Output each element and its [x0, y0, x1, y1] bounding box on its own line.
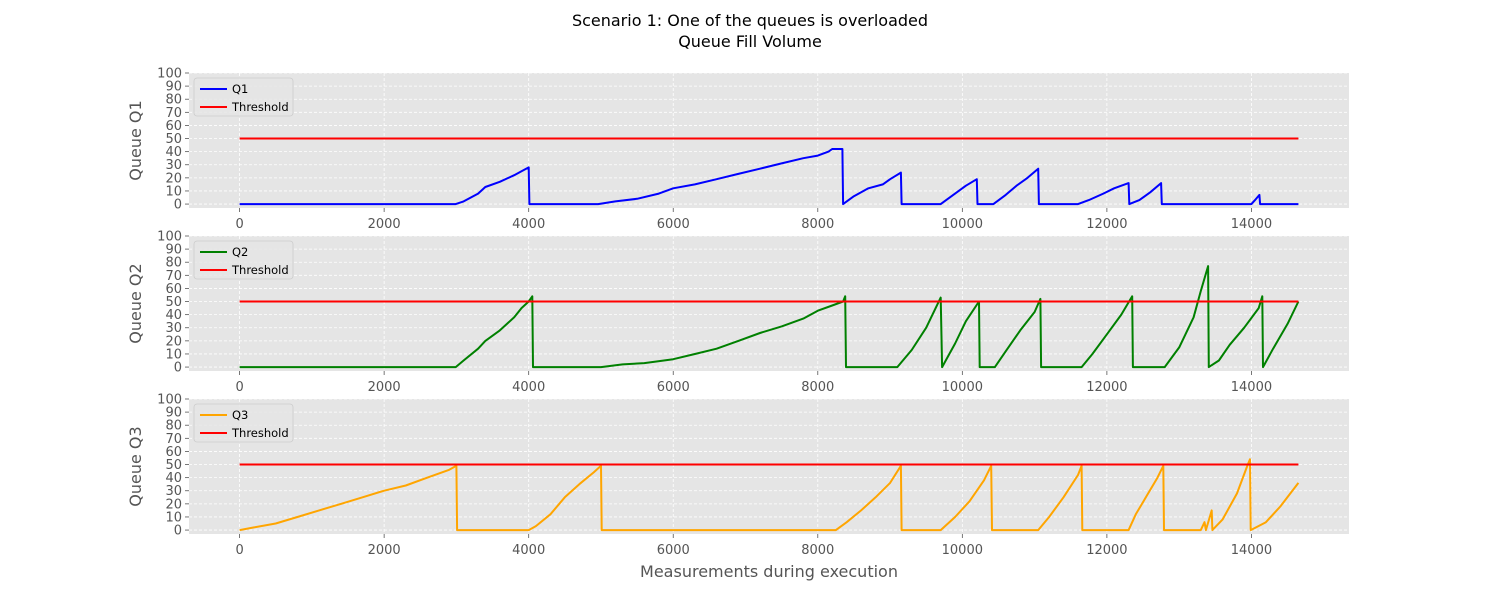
series-line-q3	[239, 458, 1300, 532]
x-tick-label: 14000	[1231, 543, 1272, 558]
y-tick-label: 60	[165, 445, 182, 460]
y-tick-label: 100	[157, 67, 182, 82]
y-axis-label: Queue Q3	[126, 426, 145, 506]
x-tick-label: 2000	[368, 217, 401, 232]
y-tick-label: 30	[165, 484, 182, 499]
x-tick-label: 4000	[512, 380, 545, 395]
x-tick-label: 6000	[657, 543, 690, 558]
x-tick-label: 0	[235, 543, 243, 558]
y-tick-label: 30	[165, 158, 182, 173]
legend: Q2 Threshold	[193, 240, 294, 280]
legend-label: Threshold	[231, 263, 289, 277]
y-tick-label: 90	[165, 80, 182, 95]
x-tick-label: 2000	[368, 380, 401, 395]
x-tick-label: 8000	[801, 380, 834, 395]
y-tick-label: 80	[165, 256, 182, 271]
y-tick-label: 30	[165, 321, 182, 336]
x-tick-label: 10000	[942, 217, 983, 232]
y-tick-label: 50	[165, 295, 182, 310]
y-tick-label: 0	[174, 198, 182, 213]
x-axis-label: Measurements during execution	[640, 562, 898, 581]
x-tick-label: 6000	[657, 217, 690, 232]
y-tick-label: 80	[165, 419, 182, 434]
y-tick-label: 20	[165, 334, 182, 349]
series-line-q2	[239, 265, 1300, 369]
y-tick-label: 100	[157, 230, 182, 245]
y-tick-label: 40	[165, 145, 182, 160]
x-tick-label: 14000	[1231, 380, 1272, 395]
legend-label: Threshold	[231, 426, 289, 440]
legend: Q1 Threshold	[193, 77, 294, 117]
y-tick-label: 0	[174, 524, 182, 539]
y-tick-label: 80	[165, 93, 182, 108]
x-tick-label: 12000	[1086, 543, 1127, 558]
legend: Q3 Threshold	[193, 403, 294, 443]
y-tick-label: 60	[165, 119, 182, 134]
y-tick-label: 90	[165, 243, 182, 258]
y-tick-label: 10	[165, 184, 182, 199]
y-tick-label: 50	[165, 458, 182, 473]
y-axis-label: Queue Q1	[126, 100, 145, 180]
x-tick-label: 8000	[801, 543, 834, 558]
x-tick-label: 4000	[512, 217, 545, 232]
plot-background	[189, 399, 1349, 534]
y-tick-label: 100	[157, 393, 182, 408]
y-tick-label: 90	[165, 406, 182, 421]
y-tick-label: 60	[165, 282, 182, 297]
x-tick-label: 12000	[1086, 380, 1127, 395]
x-tick-label: 12000	[1086, 217, 1127, 232]
y-axis-label: Queue Q2	[126, 263, 145, 343]
chart-subtitle: Queue Fill Volume	[678, 32, 822, 51]
y-tick-label: 20	[165, 497, 182, 512]
x-tick-label: 0	[235, 380, 243, 395]
y-tick-label: 20	[165, 171, 182, 186]
legend-label: Threshold	[231, 100, 289, 114]
y-tick-label: 40	[165, 308, 182, 323]
legend-label: Q2	[232, 245, 248, 259]
x-tick-label: 10000	[942, 543, 983, 558]
legend-label: Q1	[232, 82, 248, 96]
chart-title: Scenario 1: One of the queues is overloa…	[572, 11, 928, 30]
y-tick-label: 70	[165, 269, 182, 284]
y-tick-label: 70	[165, 432, 182, 447]
x-tick-label: 0	[235, 217, 243, 232]
x-tick-label: 2000	[368, 543, 401, 558]
plot-background	[189, 73, 1349, 208]
plot-background	[189, 236, 1349, 371]
y-tick-label: 40	[165, 471, 182, 486]
series-line-q1	[239, 148, 1299, 206]
x-tick-label: 8000	[801, 217, 834, 232]
x-tick-label: 6000	[657, 380, 690, 395]
x-tick-label: 10000	[942, 380, 983, 395]
x-tick-label: 14000	[1231, 217, 1272, 232]
y-tick-label: 50	[165, 132, 182, 147]
y-tick-label: 10	[165, 510, 182, 525]
y-tick-label: 10	[165, 347, 182, 362]
x-tick-label: 4000	[512, 543, 545, 558]
y-tick-label: 0	[174, 361, 182, 376]
y-tick-label: 70	[165, 106, 182, 121]
legend-label: Q3	[232, 408, 248, 422]
